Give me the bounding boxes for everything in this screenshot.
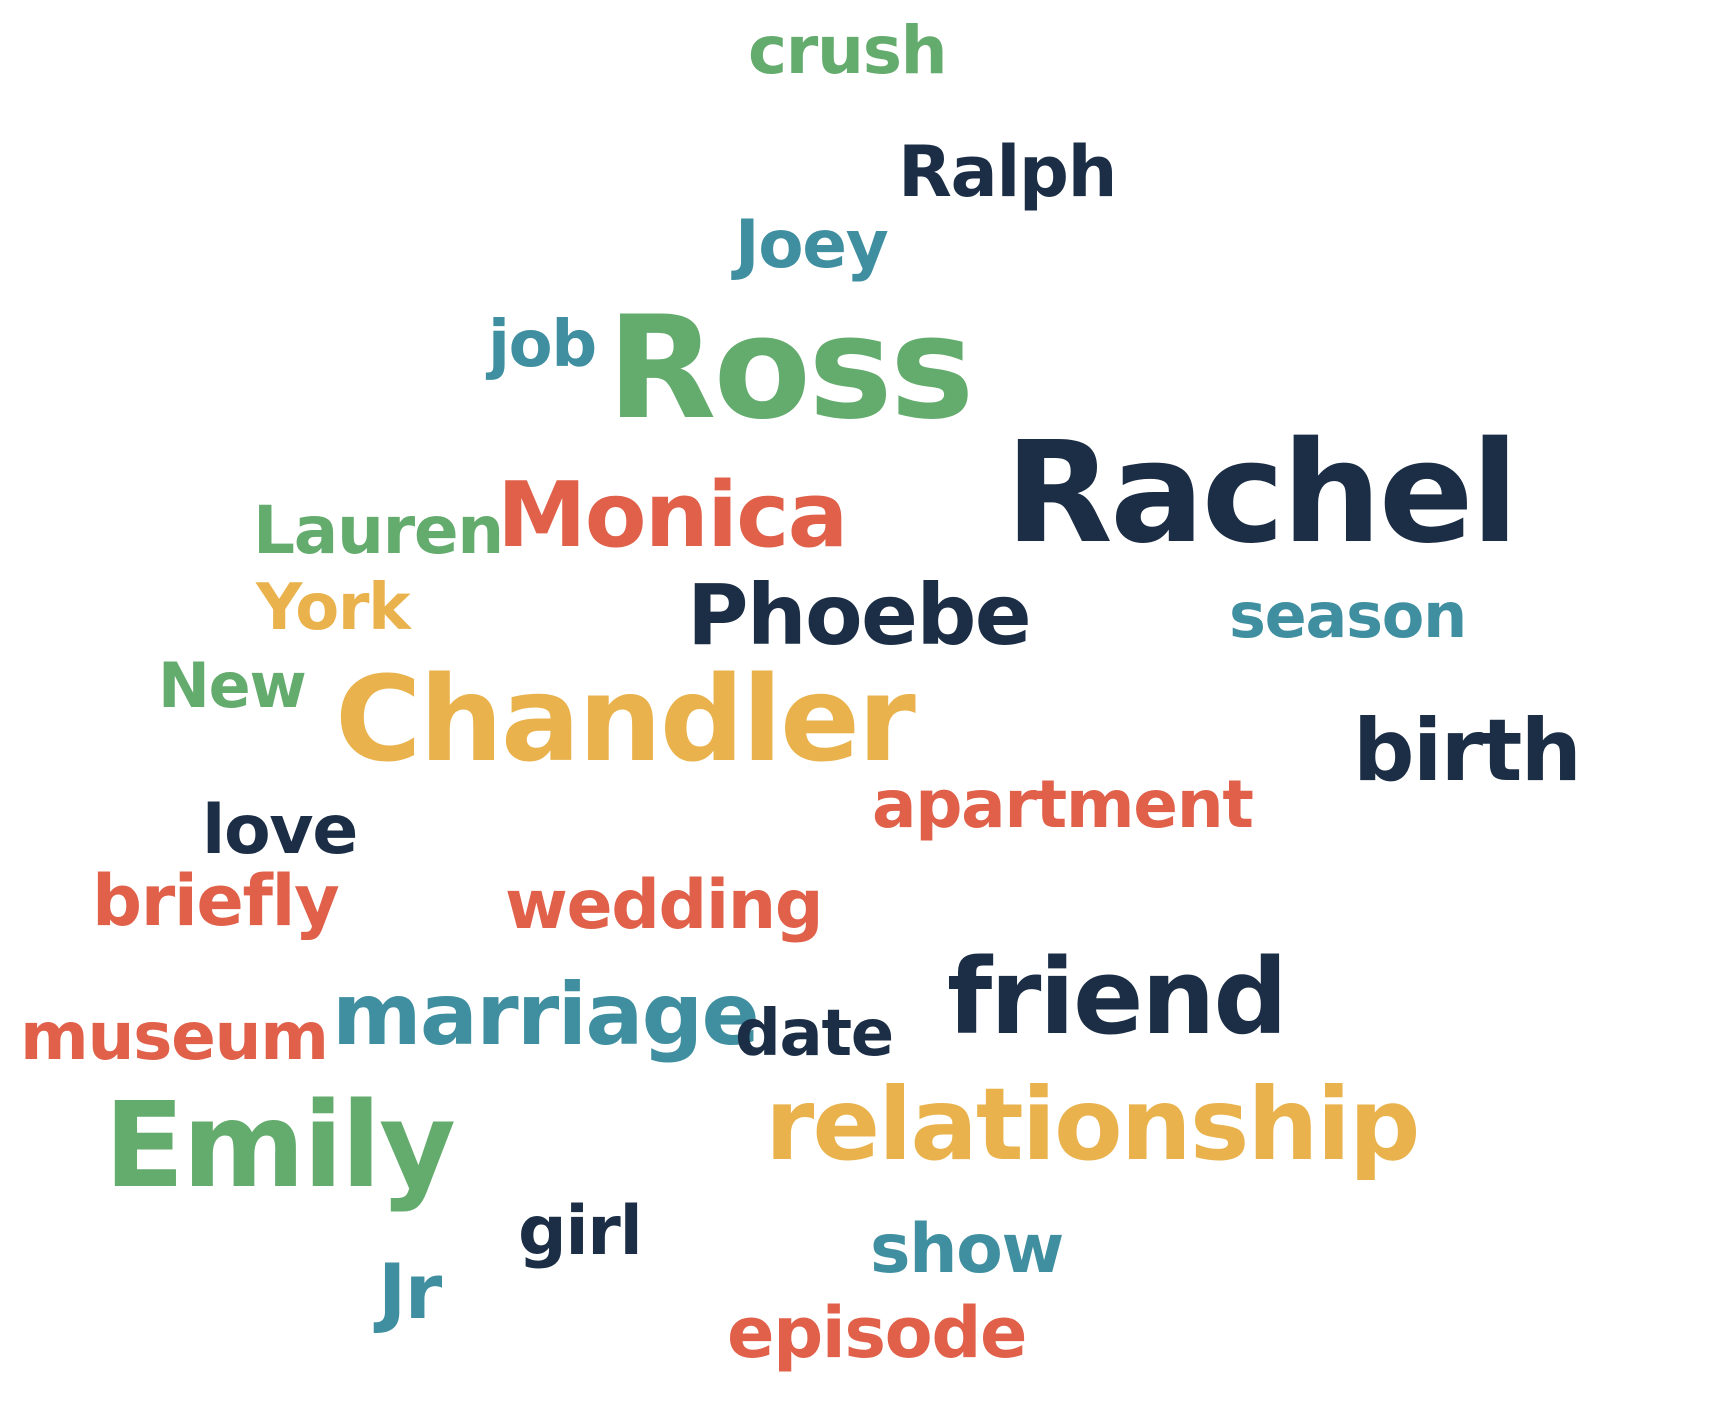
word-jr: Jr: [378, 1247, 442, 1336]
word-season: season: [1229, 579, 1467, 652]
word-show: show: [870, 1210, 1064, 1289]
word-briefly: briefly: [92, 860, 340, 942]
word-lauren: Lauren: [253, 492, 504, 569]
word-new: New: [158, 649, 307, 722]
word-wedding: wedding: [505, 866, 824, 945]
word-ross: Ross: [607, 286, 974, 451]
word-relationship: relationship: [765, 1066, 1420, 1183]
word-apartment: apartment: [872, 766, 1254, 843]
word-marriage: marriage: [332, 965, 760, 1065]
word-ralph: Ralph: [898, 131, 1117, 213]
word-job: job: [488, 308, 597, 382]
word-love: love: [202, 791, 358, 870]
word-friend: friend: [947, 936, 1288, 1058]
word-date: date: [735, 997, 894, 1071]
word-museum: museum: [20, 998, 329, 1075]
word-monica: Monica: [497, 463, 848, 568]
word-chandler: Chandler: [335, 650, 916, 788]
word-episode: episode: [727, 1292, 1028, 1374]
word-phoebe: Phoebe: [687, 566, 1032, 664]
word-crush: crush: [748, 12, 948, 89]
word-birth: birth: [1353, 701, 1582, 801]
word-york: York: [256, 571, 411, 645]
word-joey: Joey: [735, 206, 889, 283]
word-girl: girl: [518, 1192, 643, 1271]
word-rachel: Rachel: [1005, 412, 1519, 575]
word-emily: Emily: [104, 1076, 456, 1214]
